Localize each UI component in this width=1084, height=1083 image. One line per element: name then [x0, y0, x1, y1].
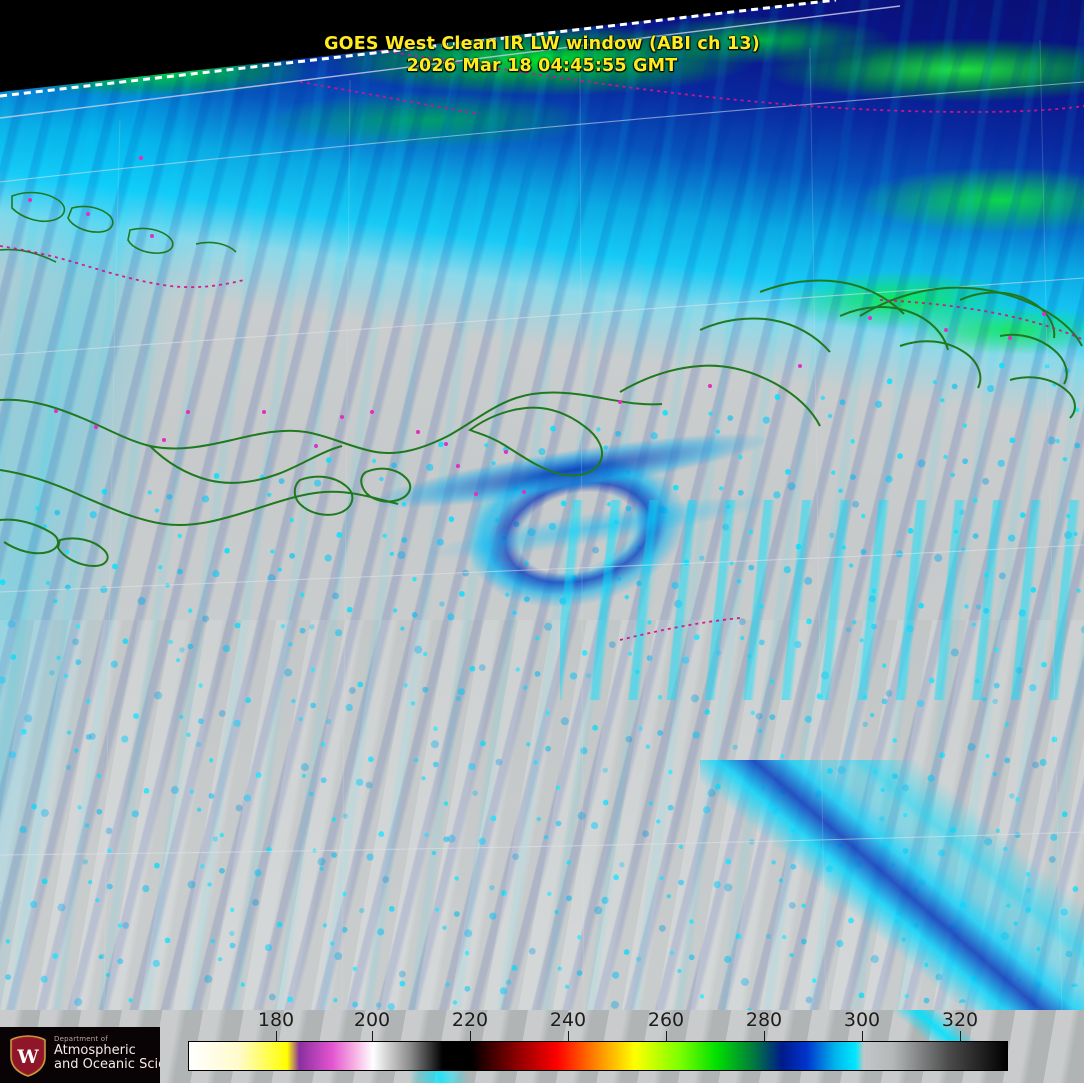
logo-text: Department of Atmospheric and Oceanic Sc… [54, 1035, 160, 1073]
colorbar-tick-label: 280 [745, 1009, 783, 1031]
colorbar-tick-label: 260 [647, 1009, 685, 1031]
colorbar-tick-label: 200 [353, 1009, 391, 1031]
uw-crest-icon: W [10, 1035, 46, 1077]
coastline-upper-left [0, 248, 57, 263]
colorbar-gradient [189, 1042, 1007, 1070]
svg-text:W: W [16, 1046, 39, 1068]
coastline-aleutians [11, 191, 237, 254]
colorbar-tick [666, 1031, 667, 1041]
colorbar-tick [470, 1031, 471, 1041]
colorbar [188, 1041, 1008, 1071]
political-borders [0, 29, 1084, 641]
colorbar-tick [372, 1031, 373, 1041]
colorbar-tick [568, 1031, 569, 1041]
colorbar-tick-label: 180 [257, 1009, 295, 1031]
colorbar-tick-label: 240 [549, 1009, 587, 1031]
colorbar-tick [960, 1031, 961, 1041]
map-overlay [0, 29, 1084, 1010]
logo-department-label: Department of [54, 1035, 108, 1043]
colorbar-tick-label: 300 [843, 1009, 881, 1031]
station-markers [28, 155, 1046, 496]
uw-aos-logo: W Department of Atmospheric and Oceanic … [0, 1027, 160, 1083]
colorbar-tick [764, 1031, 765, 1041]
graticule-meridians [103, 39, 1063, 1010]
logo-name-line-1: Atmospheric [54, 1042, 136, 1058]
coastline-alaska [0, 279, 1083, 568]
frontal-cloud-band [700, 760, 1084, 1010]
graticule-lines [0, 81, 1084, 856]
colorbar-tick-label: 220 [451, 1009, 489, 1031]
satellite-image-canvas: GOES West Clean IR LW window (ABI ch 13)… [0, 0, 1084, 1010]
cyclone-cyan-tail-bands [560, 500, 1080, 700]
colorbar-tick [276, 1031, 277, 1041]
colorbar-tick-label: 320 [941, 1009, 979, 1031]
colorbar-tick [862, 1031, 863, 1041]
logo-name-line-2: and Oceanic Sciences [54, 1057, 160, 1073]
